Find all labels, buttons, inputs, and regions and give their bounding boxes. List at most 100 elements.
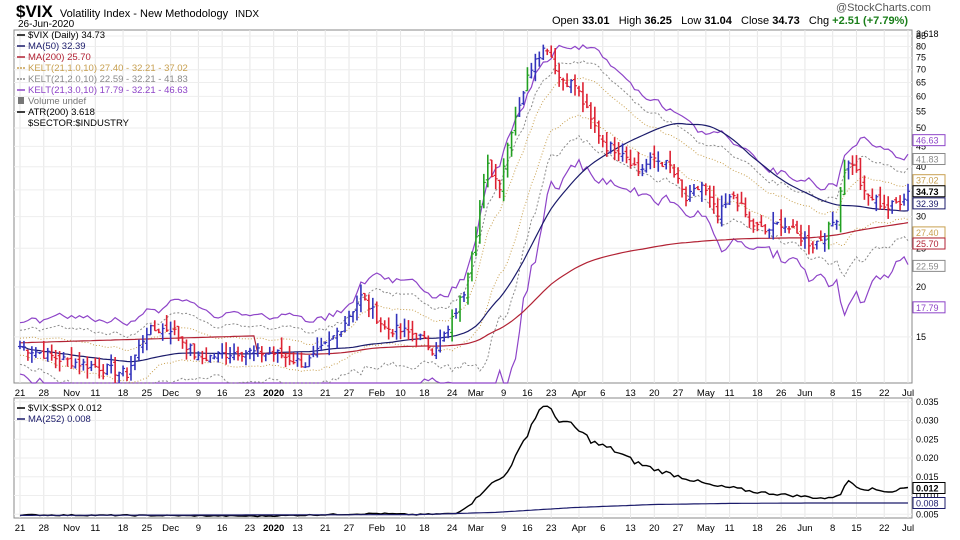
price-badge-label: 32.39 [916, 199, 939, 209]
ohlc-bar [319, 337, 324, 352]
price-x-tick-label: 22 [879, 388, 890, 399]
ohlc-bar [73, 358, 78, 369]
ohlc-bar [787, 226, 792, 234]
ratio-x-tick-label: 18 [118, 523, 129, 534]
ohlc-bar [370, 297, 375, 319]
price-y-tick-label: 30 [916, 212, 926, 222]
price-x-tick-label: 18 [752, 388, 763, 399]
ohlc-bar [232, 343, 237, 361]
ohlc-bar [525, 67, 530, 92]
low-value: 31.04 [704, 15, 732, 27]
ohlc-bar [600, 134, 605, 148]
ohlc-bar [176, 325, 181, 342]
ohlc-bar [45, 347, 50, 362]
ohlc-bar [830, 211, 835, 227]
ohlc-bar [224, 342, 229, 365]
ohlc-bar [684, 186, 689, 207]
ohlc-bar [323, 341, 328, 345]
price-badge-label: 25.70 [916, 239, 939, 249]
price-badge-label: 17.79 [916, 303, 939, 313]
ohlc-bar [49, 344, 54, 361]
ohlc-bar [311, 345, 316, 358]
ohlc-bar [640, 164, 645, 177]
ohlc-bar [569, 79, 574, 94]
price-badge-label: 27.40 [916, 228, 939, 238]
price-x-tick-label: 21 [15, 388, 26, 399]
ohlc-bar [378, 317, 383, 333]
chart-date: 26-Jun-2020 [18, 19, 75, 30]
price-x-tick-label: 18 [118, 388, 129, 399]
ohlc-bar [707, 185, 712, 208]
ohlc-bar [699, 181, 704, 202]
ohlc-bar [37, 351, 42, 355]
ohlc-bar [529, 62, 534, 79]
price-legend-label: MA(50) 32.39 [28, 41, 86, 52]
ohlc-bar [731, 191, 736, 200]
price-y-tick-label: 40 [916, 162, 926, 172]
ohlc-bar [584, 93, 589, 109]
ohlc-bar [21, 340, 26, 351]
ratio-x-tick-label: 27 [673, 523, 684, 534]
keltner-3-band-lower [19, 158, 909, 384]
ohlc-bar [394, 313, 399, 340]
ohlc-bar [882, 194, 887, 210]
ohlc-bar [751, 218, 756, 233]
ohlc-bar [454, 308, 459, 319]
ma200-line [19, 222, 909, 355]
price-x-tick-label: Nov [63, 388, 80, 399]
ohlc-bar [65, 357, 70, 367]
ohlc-bar [430, 348, 435, 356]
ohlc-bar [521, 90, 526, 105]
ohlc-bar [458, 295, 463, 322]
ohlc-bar [422, 330, 427, 340]
ohlc-bar [287, 345, 292, 366]
ohlc-bar [144, 327, 149, 351]
ohlc-bar [196, 351, 201, 361]
ohlc-bar [299, 352, 304, 368]
price-badge-atr: 3.618 [916, 29, 939, 39]
ohlc-bar [719, 195, 724, 227]
ohlc-bar [295, 352, 300, 367]
ratio-x-tick-label: Jun [797, 523, 812, 534]
price-y-tick-label: 85 [916, 31, 926, 41]
ohlc-bar [390, 329, 395, 338]
ohlc-bar [41, 340, 46, 359]
ohlc-bar [105, 363, 110, 376]
ohlc-bar [236, 346, 241, 361]
ohlc-bar [89, 360, 94, 372]
ohlc-bar [624, 146, 629, 164]
price-badge-box [912, 134, 946, 147]
ohlc-bar [57, 351, 62, 372]
ohlc-bar [267, 346, 272, 355]
ohlc-bar [826, 221, 831, 250]
ratio-x-tick-label: 11 [725, 523, 735, 534]
ohlc-bar [382, 320, 387, 330]
price-x-tick-label: 2020 [263, 388, 284, 399]
ohlc-bar [255, 343, 260, 357]
ohlc-bar [434, 342, 439, 360]
ratio-x-tick-label: May [697, 523, 715, 534]
ohlc-bar [414, 332, 419, 347]
ohlc-bar [29, 346, 34, 363]
ohlc-bar [489, 159, 494, 178]
ohlc-bar [739, 191, 744, 204]
ohlc-bar [767, 228, 772, 239]
ohlc-bar [101, 364, 106, 380]
ratio-ma252-line [20, 502, 908, 516]
ratio-x-tick-label: 20 [649, 523, 660, 534]
ohlc-bar [335, 327, 340, 349]
ohlc-bar [747, 211, 752, 228]
ohlc-bar [838, 187, 843, 233]
price-y-tick-label: 80 [916, 42, 926, 52]
ohlc-bar [672, 164, 677, 178]
ratio-x-tick-label: 10 [395, 523, 406, 534]
ohlc-bar [168, 321, 173, 345]
ohlc-bar [874, 194, 879, 212]
ohlc-bar [517, 97, 522, 117]
ohlc-bar [850, 155, 855, 176]
ohlc-readout: Open 33.01 High 36.25 Low 31.04 Close 34… [552, 15, 908, 27]
price-legend-label: Volume undef [28, 96, 86, 107]
ohlc-bar [438, 329, 443, 353]
ohlc-bar [315, 337, 320, 358]
ohlc-bar [485, 154, 490, 188]
